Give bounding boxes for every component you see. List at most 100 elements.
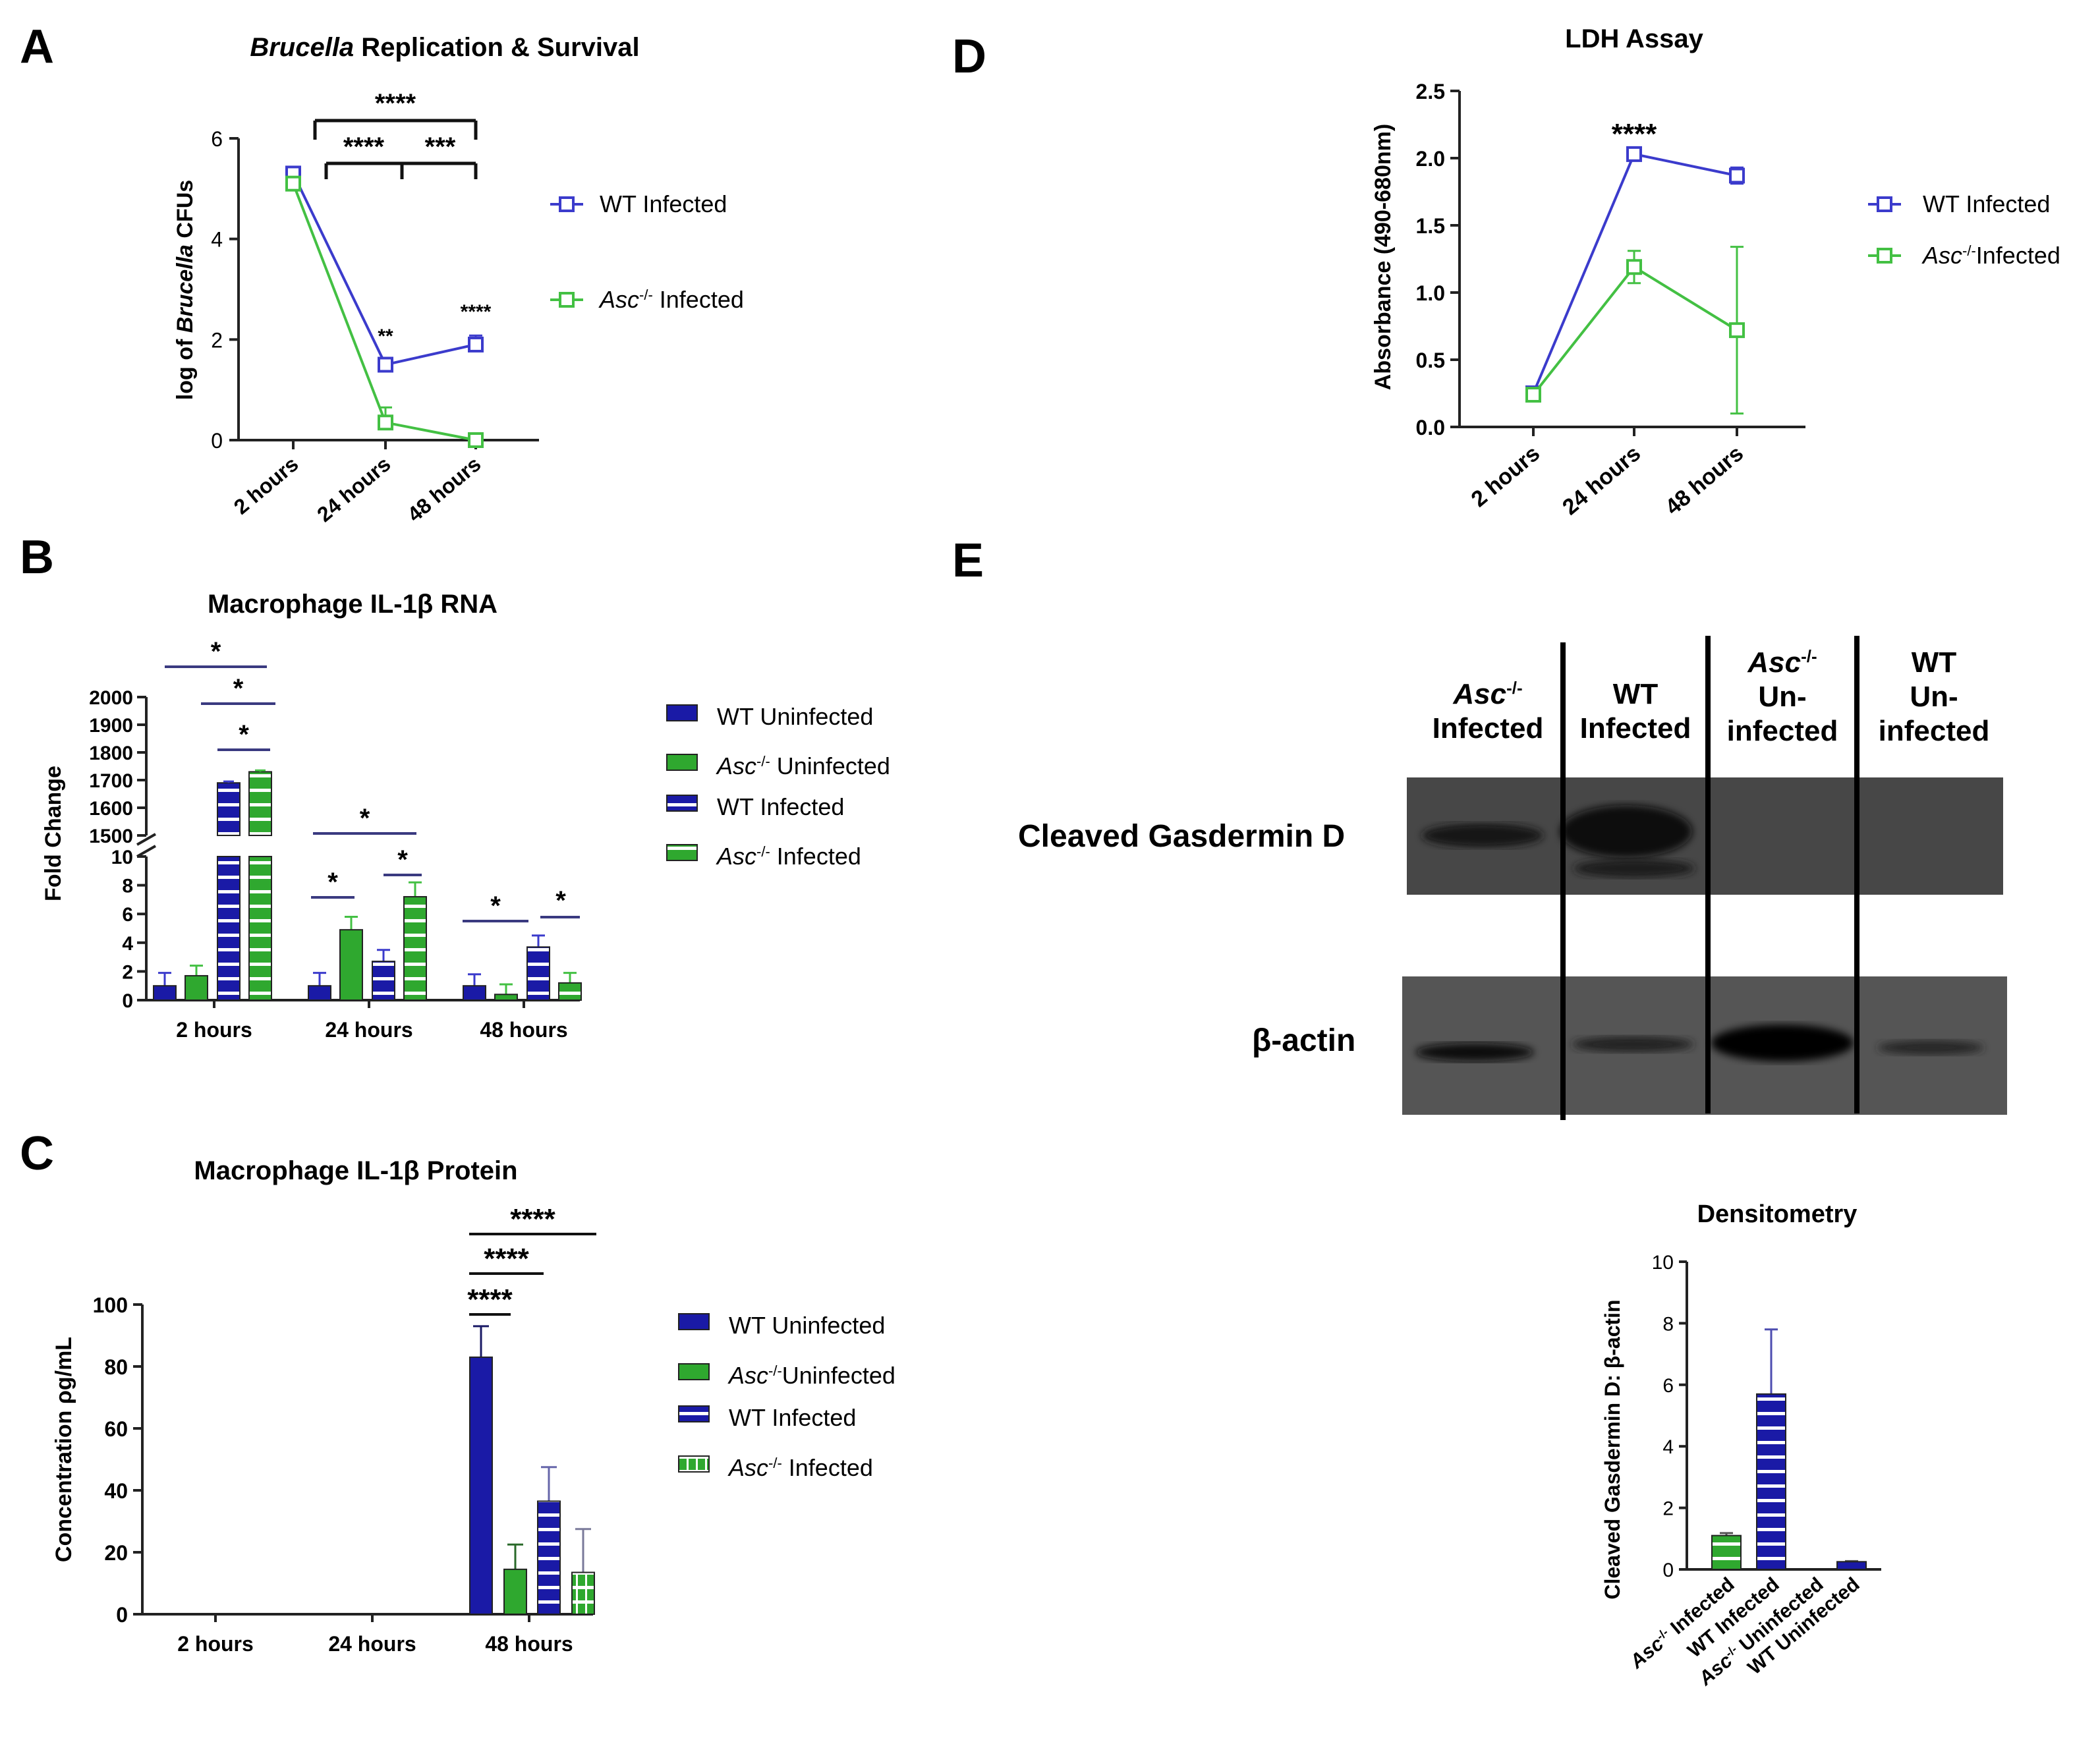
a-bracket-2-label: **** (343, 132, 385, 161)
a-bracket-1-label: **** (375, 89, 416, 118)
blot-lane-label-0-line1: Asc-/- (1452, 678, 1522, 710)
blot-lane-label-3-line1: WT (1912, 646, 1957, 679)
b-bar-3-0-lower (248, 856, 272, 1001)
b-ytick-upper-label-3: 1800 (89, 743, 133, 764)
b-sig-1-label: * (233, 674, 244, 703)
panel-label-b: B (20, 531, 54, 584)
d-ytick-label-1: 0.5 (1416, 349, 1445, 372)
a-point-1-1 (378, 414, 393, 431)
e-ytick-label-0: 0 (1662, 1560, 1674, 1581)
a-ytick-label-2: 4 (211, 228, 223, 252)
legend-d-asc-infected-label: Asc-/-Infected (1921, 242, 2060, 269)
a-point-0-1 (378, 356, 393, 373)
c-sig-2-label: **** (510, 1203, 555, 1235)
b-ytick-upper-label-0: 1500 (89, 826, 133, 847)
band-actin-wt-uninfected (1878, 1040, 1983, 1055)
d-point-0-2 (1729, 167, 1745, 184)
c-ytick-label-3: 60 (104, 1417, 128, 1441)
c-ytick-label-5: 100 (93, 1293, 128, 1317)
b-sig-0-label: * (211, 637, 221, 666)
c-legend-label-3: Asc-/- Infected (727, 1454, 873, 1481)
blot-lane-label-1-line1: WT (1613, 678, 1659, 710)
panel-b-axis-break-2 (136, 845, 156, 858)
e-ytick-label-5: 10 (1652, 1252, 1674, 1274)
legend-d-wt-infected-marker (1877, 196, 1892, 212)
c-ytick-label-2: 40 (104, 1479, 128, 1503)
b-bar-2-0-lower (217, 856, 241, 1001)
b-legend-label-0: WT Uninfected (717, 703, 873, 730)
panel-b-legend: WT Uninfected Asc-/- Uninfected WT Infecte… (666, 703, 890, 870)
b-ytick-lower-label-4: 8 (122, 876, 133, 897)
e-ytick-label-3: 6 (1662, 1375, 1674, 1397)
a-ytick-label-1: 2 (211, 328, 223, 352)
legend-d-asc-infected-marker (1877, 248, 1892, 264)
blot-lane-label-3-line3: infected (1879, 715, 1990, 747)
b-ytick-upper-label-5: 2000 (89, 687, 133, 709)
d-point-0-1 (1626, 146, 1642, 162)
a-bracket-3-label: *** (425, 132, 456, 161)
panel-label-e: E (952, 534, 984, 587)
b-legend-swatch-1 (666, 754, 698, 771)
c-ytick-label-4: 80 (104, 1355, 128, 1379)
panel-e-blot: Asc-/-InfectedWTInfectedAsc-/-Un-infecte… (1018, 636, 2007, 1120)
d-ytick-label-5: 2.5 (1416, 80, 1445, 103)
e-bar-3 (1836, 1561, 1867, 1570)
c-xtick-label-1: 24 hours (328, 1632, 416, 1656)
b-sig-7-label: * (555, 886, 566, 915)
c-bar-0-2 (469, 1356, 493, 1615)
c-legend-swatch-1 (678, 1363, 710, 1380)
b-ytick-upper-label-1: 1600 (89, 798, 133, 820)
panel-a-title: Brucella Replication & Survival (250, 33, 639, 62)
b-sig-6-label: * (490, 891, 501, 920)
c-bar-3-2 (571, 1571, 595, 1616)
d-line-series-1 (1532, 265, 1738, 396)
panel-e-densitometry: Densitometry Cleaved Gasdermin D: β-acti… (1601, 1200, 1881, 1690)
panel-c-legend: WT Uninfected Asc-/-Uninfected WT Infected… (678, 1312, 895, 1481)
d-ytick-label-0: 0.0 (1416, 416, 1445, 439)
a-xtick-label-2: 48 hours (403, 452, 485, 526)
densitometry-ylabel: Cleaved Gasdermin D: β-actin (1601, 1299, 1624, 1599)
b-ytick-upper-label-4: 1900 (89, 715, 133, 737)
a-xtick-label-1: 24 hours (312, 452, 395, 526)
d-xtick-label-0: 2 hours (1467, 441, 1545, 512)
panel-b-axis-break-1 (136, 833, 156, 846)
panel-c-title: Macrophage IL-1β Protein (194, 1156, 517, 1185)
b-ytick-lower-label-1: 2 (122, 961, 133, 983)
c-legend-swatch-0 (678, 1313, 710, 1330)
a-point-sig-2: **** (461, 301, 492, 323)
c-xtick-label-0: 2 hours (177, 1632, 254, 1656)
panel-d-legend: WT Infected Asc-/-Infected (1868, 190, 2060, 269)
legend-asc-infected-label: Asc-/- Infected (598, 286, 744, 313)
d-point-sig-1: **** (1612, 118, 1657, 150)
b-legend-label-3: Asc-/- Infected (716, 843, 861, 870)
b-legend-swatch-2 (666, 795, 698, 812)
b-ytick-lower-label-2: 4 (122, 933, 133, 955)
c-legend-swatch-2 (678, 1405, 710, 1422)
b-xtick-label-0: 2 hours (176, 1018, 252, 1042)
panel-a-ylabel: log of Brucella CFUs (173, 180, 198, 400)
legend-wt-infected-label: WT Infected (600, 190, 727, 217)
legend-wt-infected-marker (559, 196, 575, 212)
a-line-series-1 (292, 183, 476, 441)
panel-d-chart: LDH Assay Absorbance (490-680nm) 0.0 0.5 1… (1371, 24, 2060, 520)
b-bar-1-0 (184, 974, 208, 1001)
b-bar-2-2 (526, 946, 550, 1001)
panel-c-chart: Macrophage IL-1β Protein Concentration ρ… (51, 1156, 895, 1656)
d-point-1-1 (1626, 259, 1642, 275)
a-ytick-label-3: 6 (211, 127, 223, 151)
legend-asc-infected-marker (559, 292, 575, 308)
b-bar-3-2 (558, 982, 582, 1001)
c-ytick-label-0: 0 (116, 1603, 128, 1627)
d-ytick-label-2: 1.0 (1416, 281, 1445, 305)
b-ytick-lower-label-0: 0 (122, 990, 133, 1012)
c-bar-2-2 (537, 1500, 561, 1615)
e-bar-0 (1711, 1534, 1742, 1570)
c-sig-0-label: **** (467, 1283, 513, 1316)
a-point-0-2 (468, 336, 484, 352)
c-legend-swatch-3 (678, 1455, 710, 1473)
b-bar-0-0 (153, 985, 177, 1001)
d-point-1-2 (1729, 322, 1745, 339)
a-ytick-label-0: 0 (211, 429, 223, 453)
panel-label-c: C (20, 1127, 54, 1180)
d-point-1-0 (1525, 387, 1541, 403)
